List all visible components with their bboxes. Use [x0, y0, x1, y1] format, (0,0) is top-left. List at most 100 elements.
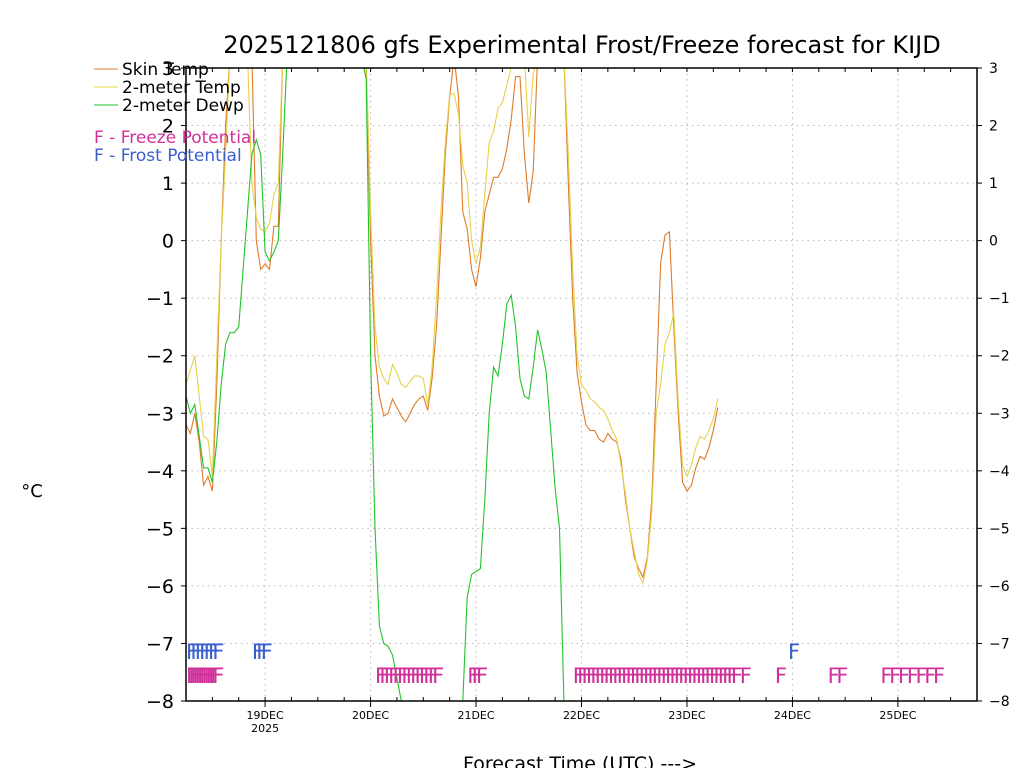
x-axis-label: Forecast Time (UTC) --->	[463, 753, 697, 768]
freeze-potential-flag: F	[656, 664, 668, 688]
freeze-potential-flag: F	[718, 664, 730, 688]
frost-potential-flag: F	[261, 640, 273, 664]
y-tick-label-right: −7	[989, 636, 1010, 652]
x-tick-label: 22DEC	[563, 709, 600, 722]
freeze-potential-flag: F	[201, 664, 213, 688]
y-tick-label-left: −1	[146, 288, 174, 310]
freeze-potential-flag: F	[709, 664, 721, 688]
y-tick-label-right: −2	[989, 349, 1010, 365]
freeze-potential-flag: F	[647, 664, 659, 688]
y-tick-label-right: 0	[989, 234, 998, 250]
legend: Skin Temp 2-meter Temp 2-meter Dewp F - …	[94, 60, 256, 166]
freeze-potential-flag: F	[608, 664, 620, 688]
freeze-potential-flag: F	[639, 664, 651, 688]
freeze-potential-flag: F	[915, 664, 927, 688]
freeze-potential-flag: F	[661, 664, 673, 688]
freeze-potential-flag: F	[193, 664, 205, 688]
y-tick-label-right: −5	[989, 521, 1010, 537]
freeze-potential-flag: F	[476, 664, 488, 688]
freeze-potential-flag: F	[713, 664, 725, 688]
x-tick-label: 24DEC	[774, 709, 811, 722]
x-tick-label: 21DEC	[457, 709, 494, 722]
freeze-potential-flag: F	[577, 664, 589, 688]
freeze-potential-flag: F	[210, 664, 222, 688]
freeze-potential-flag: F	[740, 664, 752, 688]
y-tick-label-left: −3	[146, 403, 174, 425]
y-tick-label-right: −1	[989, 291, 1010, 307]
freeze-potential-flag: F	[775, 664, 787, 688]
legend-label-2m-temp: 2-meter Temp	[122, 78, 241, 98]
freeze-potential-flag: F	[432, 664, 444, 688]
frost-potential-flag: F	[788, 640, 800, 664]
series-layer	[186, 68, 719, 701]
y-axis-ticks: −8 −8 −7 −7 −6 −6 −5 −5 −4 −4 −3 −3 −2 −2 −1 −1 0 0 1 1 2 2 3 3	[146, 58, 1010, 713]
freeze-potential-flag: F	[705, 664, 717, 688]
freeze-potential-flag: F	[590, 664, 602, 688]
freeze-potential-flag: F	[410, 664, 422, 688]
freeze-potential-flag: F	[388, 664, 400, 688]
freeze-potential-flag: F	[379, 664, 391, 688]
freeze-potential-flag: F	[472, 664, 484, 688]
y-tick-label-left: 1	[162, 173, 174, 195]
freeze-potential-flag: F	[652, 664, 664, 688]
freeze-potential-flag: F	[419, 664, 431, 688]
frost-potential-flag: F	[186, 640, 198, 664]
frost-potential-flag: F	[190, 640, 202, 664]
series-line-2-meter-dewp	[186, 68, 565, 701]
freeze-potential-flag: F	[612, 664, 624, 688]
freeze-potential-flag: F	[687, 664, 699, 688]
freeze-potential-flag: F	[212, 664, 224, 688]
freeze-potential-flag: F	[406, 664, 418, 688]
freeze-potential-flag: F	[595, 664, 607, 688]
freeze-potential-flag: F	[907, 664, 919, 688]
freeze-potential-flag: F	[727, 664, 739, 688]
freeze-potential-flag: F	[573, 664, 585, 688]
legend-label-skin-temp: Skin Temp	[122, 60, 209, 80]
freeze-potential-flag: F	[384, 664, 396, 688]
frost-potential-flag: F	[252, 640, 264, 664]
freeze-potential-flag: F	[696, 664, 708, 688]
freeze-potential-flag: F	[401, 664, 413, 688]
frost-potential-flag: F	[199, 640, 211, 664]
freeze-potential-flag: F	[683, 664, 695, 688]
freeze-potential-flag: F	[880, 664, 892, 688]
freeze-potential-flag: F	[674, 664, 686, 688]
freeze-potential-flag: F	[415, 664, 427, 688]
y-tick-label-right: −3	[989, 406, 1010, 422]
freeze-potential-flag: F	[599, 664, 611, 688]
legend-freeze-potential: F - Freeze Potential	[94, 128, 256, 148]
freeze-potential-flag: F	[428, 664, 440, 688]
y-tick-label-left: −4	[146, 461, 174, 483]
y-tick-label-right: 3	[989, 61, 998, 77]
frost-potential-flag: F	[204, 640, 216, 664]
freeze-potential-flag: F	[678, 664, 690, 688]
y-tick-label-right: −8	[989, 694, 1010, 710]
y-tick-label-right: 2	[989, 119, 998, 135]
y-tick-label-left: −8	[146, 691, 174, 713]
freeze-potential-flag: F	[190, 664, 202, 688]
legend-frost-potential: F - Frost Potential	[94, 146, 242, 166]
legend-label-2m-dewp: 2-meter Dewp	[122, 96, 244, 116]
freeze-potential-flag: F	[889, 664, 901, 688]
freeze-potential-flag: F	[586, 664, 598, 688]
freeze-potential-flag: F	[195, 664, 207, 688]
x-tick-label: 20DEC	[352, 709, 389, 722]
freeze-potential-flag: F	[397, 664, 409, 688]
freeze-potential-flag: F	[467, 664, 479, 688]
frost-potential-flag: F	[195, 640, 207, 664]
freeze-potential-flag: F	[603, 664, 615, 688]
freeze-potential-flag: F	[375, 664, 387, 688]
y-tick-label-left: −6	[146, 576, 174, 598]
freeze-potential-flag: F	[625, 664, 637, 688]
freeze-potential-flag: F	[621, 664, 633, 688]
x-tick-label: 19DEC	[247, 709, 284, 722]
freeze-potential-flag: F	[924, 664, 936, 688]
y-tick-label-left: 3	[162, 58, 174, 80]
y-tick-label-left: −7	[146, 633, 174, 655]
x-tick-sublabel: 2025	[251, 722, 279, 735]
y-tick-label-left: −2	[146, 346, 174, 368]
freeze-potential-flag: F	[722, 664, 734, 688]
y-tick-label-right: −4	[989, 464, 1010, 480]
freeze-potential-flag: F	[634, 664, 646, 688]
